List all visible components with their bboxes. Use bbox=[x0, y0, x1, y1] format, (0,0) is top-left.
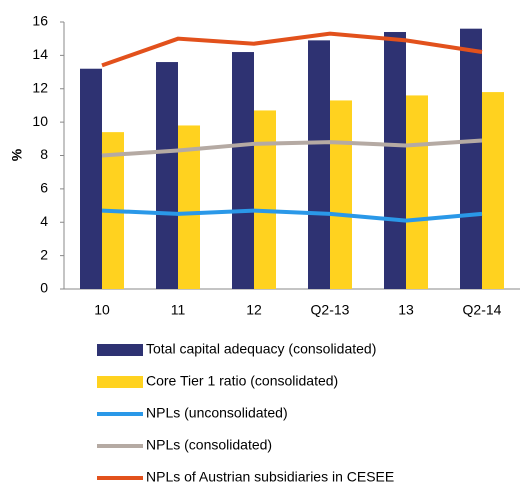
bar bbox=[254, 110, 276, 289]
x-tick-label: 13 bbox=[398, 302, 414, 318]
legend-label: NPLs of Austrian subsidiaries in CESEE bbox=[146, 469, 394, 485]
y-tick-label: 0 bbox=[40, 280, 48, 296]
legend-label: NPLs (unconsolidated) bbox=[146, 405, 288, 421]
bar bbox=[482, 92, 504, 290]
bar bbox=[178, 125, 200, 290]
y-tick-label: 6 bbox=[40, 180, 48, 196]
bar bbox=[384, 32, 406, 289]
y-tick-label: 12 bbox=[32, 79, 48, 95]
y-axis-label: % bbox=[9, 148, 25, 161]
line bbox=[101, 138, 483, 158]
bar bbox=[232, 52, 254, 289]
x-tick-label: 11 bbox=[171, 302, 186, 318]
line bbox=[101, 31, 483, 68]
bar bbox=[156, 62, 178, 289]
y-tick-label: 14 bbox=[32, 46, 48, 62]
x-tick-label: 12 bbox=[246, 302, 262, 318]
y-tick-label: 2 bbox=[40, 246, 48, 262]
x-tick-label: Q2-13 bbox=[311, 302, 350, 318]
bar bbox=[330, 100, 352, 290]
x-tick-label: Q2-14 bbox=[463, 302, 502, 318]
x-tick-label: 10 bbox=[94, 302, 110, 318]
legend-label: Total capital adequacy (consolidated) bbox=[146, 341, 376, 357]
y-tick-label: 10 bbox=[32, 113, 48, 129]
legend-label: Core Tier 1 ratio (consolidated) bbox=[146, 373, 338, 389]
bar bbox=[308, 40, 330, 290]
line bbox=[101, 208, 483, 223]
y-tick-label: 8 bbox=[40, 146, 48, 162]
bar bbox=[460, 28, 482, 290]
legend-swatch bbox=[97, 344, 143, 356]
bar bbox=[80, 68, 102, 289]
y-tick-label: 4 bbox=[40, 213, 48, 229]
y-tick-label: 16 bbox=[32, 13, 48, 29]
legend-label: NPLs (consolidated) bbox=[146, 437, 272, 453]
bar bbox=[406, 95, 428, 289]
legend-swatch bbox=[97, 376, 143, 388]
